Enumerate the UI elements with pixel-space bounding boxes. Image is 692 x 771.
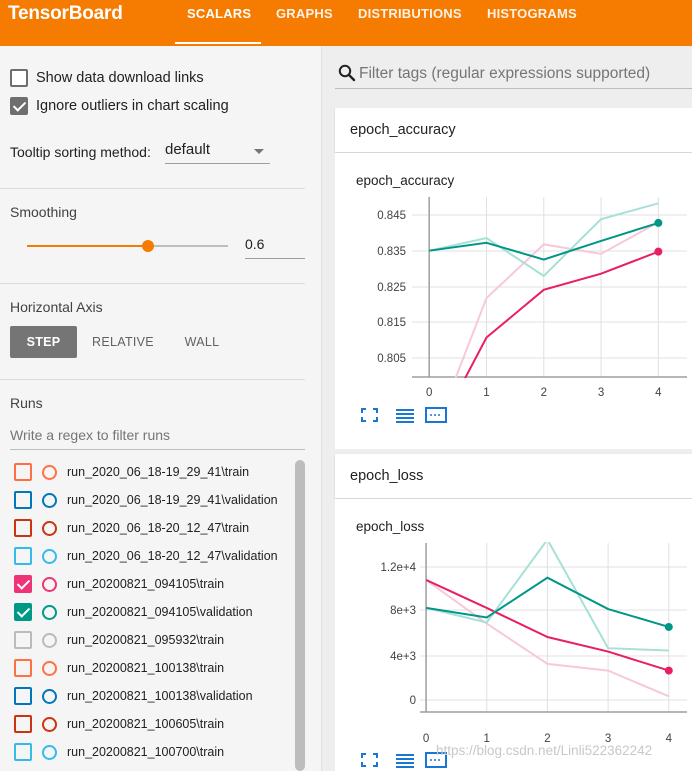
search-icon bbox=[338, 64, 356, 82]
divider bbox=[0, 188, 305, 189]
run-item[interactable]: run_20200821_100138\train bbox=[14, 658, 224, 678]
tab-histograms[interactable]: HISTOGRAMS bbox=[487, 6, 577, 21]
run-item[interactable]: run_20200821_094105\train bbox=[14, 574, 224, 594]
run-checkbox[interactable] bbox=[14, 631, 32, 649]
run-color-swatch[interactable] bbox=[42, 604, 57, 620]
run-color-swatch[interactable] bbox=[42, 688, 57, 704]
run-label: run_2020_06_18-19_29_41\validation bbox=[67, 493, 278, 507]
top-bar: TensorBoard SCALARS GRAPHS DISTRIBUTIONS… bbox=[0, 0, 692, 46]
run-label: run_20200821_100605\train bbox=[67, 717, 225, 731]
runs-title: Runs bbox=[10, 395, 43, 411]
card-header-label: epoch_accuracy bbox=[350, 122, 456, 138]
watermark: https://blog.csdn.net/Linli522362242 bbox=[436, 743, 653, 758]
tag-filter-input[interactable]: Filter tags (regular expressions support… bbox=[359, 65, 651, 82]
smoothing-slider-thumb[interactable] bbox=[142, 240, 154, 252]
run-color-swatch[interactable] bbox=[42, 744, 57, 760]
tooltip-sorting-select[interactable]: default bbox=[165, 138, 270, 164]
smoothing-slider-track[interactable] bbox=[148, 245, 228, 247]
card-header-accuracy[interactable]: epoch_accuracy bbox=[335, 108, 692, 152]
run-checkbox[interactable] bbox=[14, 463, 32, 481]
run-label: run_20200821_100700\train bbox=[67, 745, 225, 759]
sidebar bbox=[0, 46, 322, 771]
tooltip-sorting-value: default bbox=[165, 141, 211, 158]
run-color-swatch[interactable] bbox=[42, 520, 57, 536]
run-checkbox[interactable] bbox=[14, 687, 32, 705]
tab-graphs[interactable]: GRAPHS bbox=[276, 6, 333, 21]
show-download-checkbox[interactable] bbox=[10, 69, 28, 87]
axis-step-button[interactable]: STEP bbox=[10, 326, 77, 358]
horizontal-axis-title: Horizontal Axis bbox=[10, 299, 103, 315]
run-item[interactable]: run_2020_06_18-19_29_41\train bbox=[14, 462, 249, 482]
run-color-swatch[interactable] bbox=[42, 576, 57, 592]
run-checkbox[interactable] bbox=[14, 547, 32, 565]
run-color-swatch[interactable] bbox=[42, 716, 57, 732]
run-color-swatch[interactable] bbox=[42, 464, 57, 480]
run-checkbox[interactable] bbox=[14, 659, 32, 677]
run-item[interactable]: run_2020_06_18-19_29_41\validation bbox=[14, 490, 278, 510]
smoothing-slider-fill[interactable] bbox=[27, 245, 148, 247]
active-tab-indicator bbox=[175, 42, 261, 44]
run-label: run_20200821_095932\train bbox=[67, 633, 225, 647]
chart-card-accuracy bbox=[335, 153, 692, 449]
card-header-loss[interactable]: epoch_loss bbox=[335, 454, 692, 498]
app-title: TensorBoard bbox=[8, 3, 123, 24]
ignore-outliers-checkbox[interactable] bbox=[10, 97, 28, 115]
run-label: run_2020_06_18-20_12_47\validation bbox=[67, 549, 278, 563]
run-checkbox[interactable] bbox=[14, 603, 32, 621]
axis-relative-button[interactable]: RELATIVE bbox=[92, 335, 154, 349]
tab-distributions[interactable]: DISTRIBUTIONS bbox=[358, 6, 462, 21]
run-color-swatch[interactable] bbox=[42, 660, 57, 676]
run-item[interactable]: run_2020_06_18-20_12_47\validation bbox=[14, 546, 278, 566]
show-download-toggle[interactable]: Show data download links bbox=[10, 68, 204, 88]
run-label: run_20200821_100138\train bbox=[67, 661, 225, 675]
show-download-label: Show data download links bbox=[36, 70, 204, 86]
tag-filter-underline bbox=[335, 88, 692, 89]
run-item[interactable]: run_20200821_100700\train bbox=[14, 742, 224, 762]
run-item[interactable]: run_2020_06_18-20_12_47\train bbox=[14, 518, 249, 538]
card-header-label: epoch_loss bbox=[350, 468, 424, 484]
divider bbox=[0, 379, 305, 380]
run-item[interactable]: run_20200821_094105\validation bbox=[14, 602, 253, 622]
ignore-outliers-label: Ignore outliers in chart scaling bbox=[36, 98, 229, 114]
smoothing-input[interactable]: 0.6 bbox=[245, 233, 305, 259]
run-item[interactable]: run_20200821_095932\train bbox=[14, 630, 224, 650]
chart-card-loss bbox=[335, 499, 692, 771]
run-checkbox[interactable] bbox=[14, 715, 32, 733]
run-label: run_20200821_094105\validation bbox=[67, 605, 253, 619]
runs-filter-input[interactable]: Write a regex to filter runs bbox=[10, 424, 305, 450]
run-label: run_20200821_094105\train bbox=[67, 577, 225, 591]
tooltip-sorting-label: Tooltip sorting method: bbox=[10, 144, 151, 160]
smoothing-title: Smoothing bbox=[10, 204, 77, 220]
run-label: run_2020_06_18-20_12_47\train bbox=[67, 521, 250, 535]
chevron-down-icon bbox=[254, 149, 264, 154]
divider bbox=[0, 283, 305, 284]
axis-wall-button[interactable]: WALL bbox=[184, 335, 220, 349]
runs-scrollbar[interactable] bbox=[295, 460, 305, 771]
ignore-outliers-toggle[interactable]: Ignore outliers in chart scaling bbox=[10, 96, 229, 116]
run-checkbox[interactable] bbox=[14, 519, 32, 537]
run-checkbox[interactable] bbox=[14, 575, 32, 593]
run-color-swatch[interactable] bbox=[42, 632, 57, 648]
run-label: run_20200821_100138\validation bbox=[67, 689, 253, 703]
run-color-swatch[interactable] bbox=[42, 492, 57, 508]
tab-scalars[interactable]: SCALARS bbox=[187, 6, 252, 21]
run-item[interactable]: run_20200821_100605\train bbox=[14, 714, 224, 734]
run-item[interactable]: run_20200821_100138\validation bbox=[14, 686, 253, 706]
run-checkbox[interactable] bbox=[14, 491, 32, 509]
run-color-swatch[interactable] bbox=[42, 548, 57, 564]
run-checkbox[interactable] bbox=[14, 743, 32, 761]
run-label: run_2020_06_18-19_29_41\train bbox=[67, 465, 250, 479]
